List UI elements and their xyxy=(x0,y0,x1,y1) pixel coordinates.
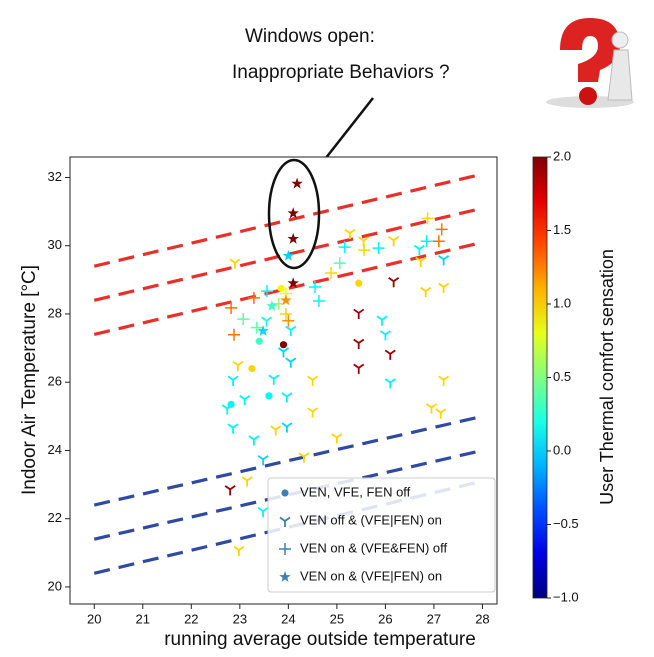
y-tick-label: 32 xyxy=(48,169,62,184)
colorbar-tick-label: −0.5 xyxy=(553,516,579,531)
x-tick-label: 22 xyxy=(184,611,198,626)
x-axis-label: running average outside temperature xyxy=(164,629,476,650)
colorbar-tick-label: 1.5 xyxy=(553,222,571,237)
point xyxy=(277,285,284,292)
legend-label: VEN, VFE, FEN off xyxy=(300,484,411,499)
point xyxy=(355,280,362,287)
question-icon xyxy=(546,18,634,108)
y-tick-label: 24 xyxy=(48,442,62,457)
legend-label: VEN on & (VFE&FEN) off xyxy=(300,540,448,555)
y-tick-label: 22 xyxy=(48,510,62,525)
x-tick-label: 24 xyxy=(281,611,295,626)
x-tick-label: 25 xyxy=(330,611,344,626)
y-axis-label: Indoor Air Temperature [°C] xyxy=(19,265,40,495)
colorbar-tick-label: 0.5 xyxy=(553,369,571,384)
colorbar-label: User Thermal comfort sensation xyxy=(597,249,617,505)
point xyxy=(248,365,255,372)
colorbar xyxy=(533,157,547,598)
y-tick-label: 20 xyxy=(48,578,62,593)
x-tick-label: 26 xyxy=(378,611,392,626)
x-tick-label: 27 xyxy=(427,611,441,626)
y-tick-label: 26 xyxy=(48,374,62,389)
point xyxy=(256,338,263,345)
colorbar-tick-label: 2.0 xyxy=(553,148,571,163)
annotation: Inappropriate Behaviors ? xyxy=(232,62,450,83)
legend-label: VEN off & (VFE|FEN) on xyxy=(300,512,442,527)
x-tick-label: 28 xyxy=(475,611,489,626)
legend-marker xyxy=(281,489,288,496)
annotation: Windows open: xyxy=(245,26,375,47)
colorbar-tick-label: 1.0 xyxy=(553,295,571,310)
point xyxy=(265,392,272,399)
x-tick-label: 21 xyxy=(136,611,150,626)
legend-label: VEN on & (VFE|FEN) on xyxy=(300,568,442,583)
colorbar-tick-label: 0.0 xyxy=(553,442,571,457)
chart: Windows open: Inappropriate Behaviors ? … xyxy=(0,0,654,657)
y-tick-label: 28 xyxy=(48,305,62,320)
colorbar-tick-label: −1.0 xyxy=(553,589,579,604)
y-tick-label: 30 xyxy=(48,237,62,252)
x-tick-label: 23 xyxy=(233,611,247,626)
x-tick-label: 20 xyxy=(87,611,101,626)
point xyxy=(280,341,287,348)
